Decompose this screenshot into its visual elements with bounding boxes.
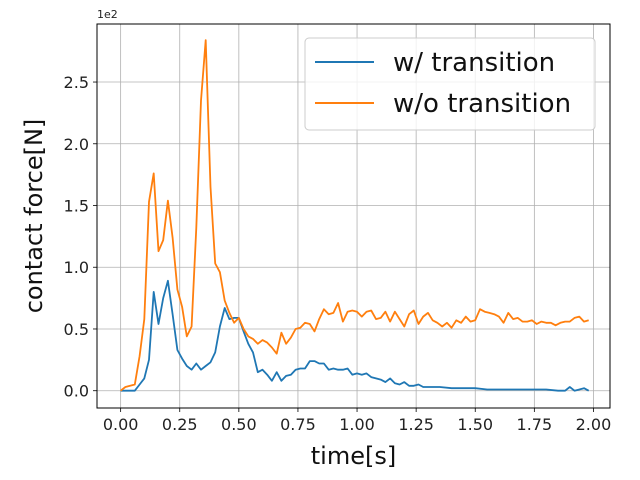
series-layer xyxy=(120,39,590,392)
y-tick-label: 1.0 xyxy=(64,258,89,277)
x-tick-label: 0.50 xyxy=(221,415,257,434)
x-tick-label: 1.50 xyxy=(457,415,493,434)
legend-label-wo-transition: w/o transition xyxy=(393,89,571,119)
y-tick-label: 0.5 xyxy=(64,320,89,339)
y-tick-label: 2.5 xyxy=(64,73,89,92)
x-tick-label: 0.75 xyxy=(280,415,316,434)
y-tick-label: 1.5 xyxy=(64,197,89,216)
series-line-wo-transition xyxy=(120,39,589,392)
x-tick-label: 0.25 xyxy=(162,415,198,434)
legend-box xyxy=(304,37,596,131)
x-tick-label: 1.75 xyxy=(517,415,553,434)
x-tick-label: 2.00 xyxy=(576,415,612,434)
x-tick-label: 1.25 xyxy=(398,415,434,434)
x-tick-label: 1.00 xyxy=(339,415,375,434)
legend-label-w-transition: w/ transition xyxy=(393,48,555,78)
x-tick-label: 0.00 xyxy=(103,415,139,434)
ticks-layer: 0.00 0.25 0.50 0.75 1.00 1.25 1.50 1.75 2.00 0.0 0… xyxy=(64,73,612,434)
x-axis-label: time[s] xyxy=(311,442,396,470)
plot-frame xyxy=(96,23,611,409)
y-tick-label: 2.0 xyxy=(64,135,89,154)
series-line-w-transition xyxy=(120,279,590,392)
legend: w/ transition w/o transition xyxy=(304,37,596,131)
y-offset-label: 1e2 xyxy=(97,8,118,21)
y-axis-label: contact force[N] xyxy=(20,119,48,314)
y-tick-label: 0.0 xyxy=(64,382,89,401)
